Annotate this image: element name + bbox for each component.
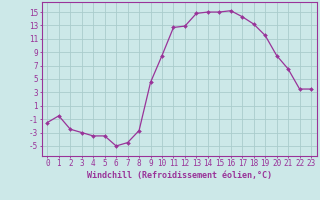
X-axis label: Windchill (Refroidissement éolien,°C): Windchill (Refroidissement éolien,°C) bbox=[87, 171, 272, 180]
